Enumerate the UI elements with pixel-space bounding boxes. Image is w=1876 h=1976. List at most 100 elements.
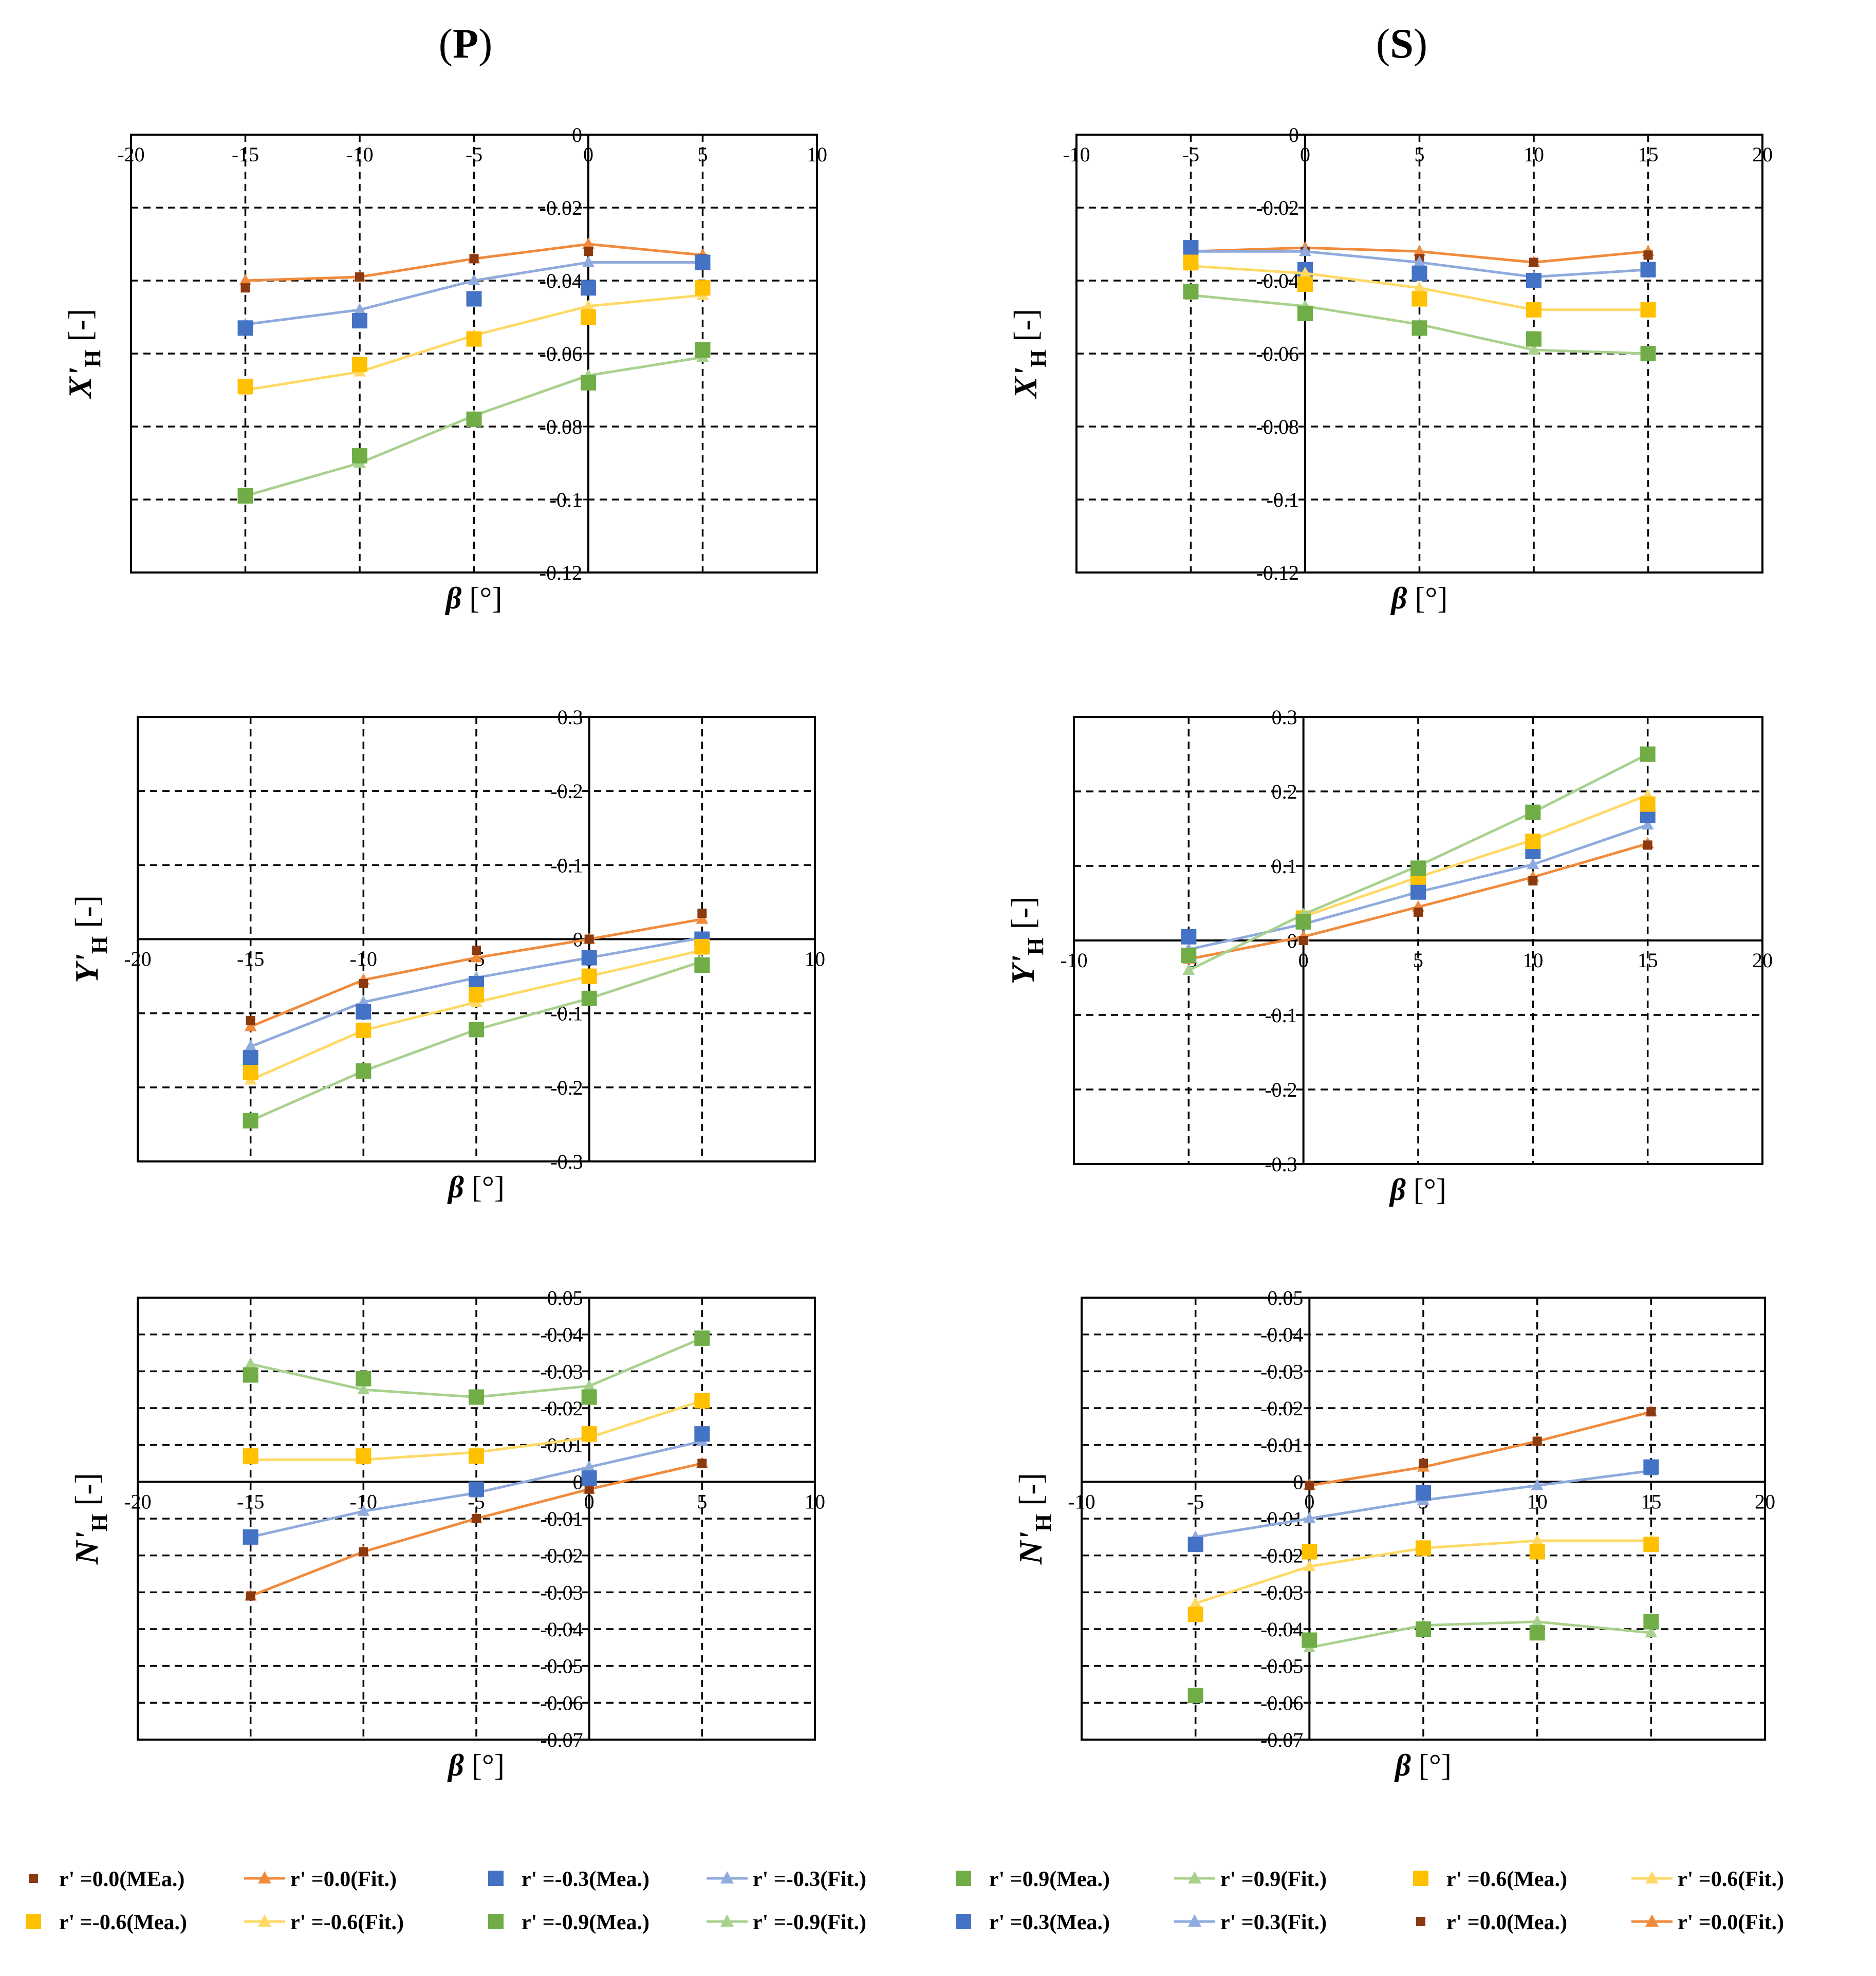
- measured-point: [1183, 254, 1199, 270]
- y-tick-label: -0.2: [1265, 1078, 1297, 1101]
- x-axis-label: β [°]: [1394, 1748, 1452, 1782]
- measured-point: [1187, 1537, 1203, 1553]
- measured-point: [1532, 1436, 1542, 1446]
- y-tick-label: 0.3: [558, 706, 583, 729]
- measured-point: [694, 957, 710, 973]
- y-tick-label: -0.07: [540, 1728, 583, 1751]
- y-tick-label: -0.1: [550, 488, 582, 511]
- fit-marker: [1299, 266, 1311, 278]
- fit-marker: [582, 255, 595, 267]
- y-tick-label: -0.02: [540, 1397, 583, 1420]
- measured-point: [1529, 1544, 1545, 1560]
- y-tick-label: 0: [573, 928, 583, 951]
- x-tick-label: -10: [1063, 143, 1090, 166]
- measured-point: [356, 1004, 372, 1020]
- legend-item: r' =-0.6(Fit.): [244, 1911, 404, 1934]
- fit-marker: [583, 1460, 596, 1472]
- measured-point: [472, 1514, 481, 1523]
- y-tick-label: -0.08: [1256, 415, 1299, 438]
- series--0.3: [243, 1426, 710, 1545]
- measured-point: [1643, 1459, 1659, 1475]
- legend-triangle-icon: [1188, 1914, 1201, 1927]
- legend-label: r' =-0.6(Mea.): [59, 1911, 187, 1934]
- series-0.9: [1187, 1614, 1659, 1703]
- legend-item: r' =-0.3(Fit.): [707, 1868, 866, 1891]
- measured-point: [1640, 746, 1656, 762]
- series-0.9: [1183, 284, 1656, 361]
- measured-point: [1529, 1625, 1545, 1641]
- x-tick-label: 5: [698, 143, 708, 166]
- measured-point: [584, 247, 593, 256]
- fit-marker: [244, 1357, 257, 1369]
- legend: r' =0.0(MEa.) r' =0.0(Fit.) r' =-0.3(Mea.)…: [26, 1868, 1784, 1934]
- x-tick-label: 15: [1641, 1490, 1661, 1513]
- y-tick-label: -0.08: [540, 415, 582, 438]
- measured-point: [584, 934, 594, 944]
- measured-point: [1410, 884, 1426, 900]
- measured-point: [1640, 302, 1656, 318]
- y-tick-label: -0.01: [1260, 1507, 1303, 1530]
- measured-point: [581, 968, 597, 984]
- series-0.6: [1183, 254, 1656, 318]
- y-tick-label: 0.05: [547, 1286, 583, 1309]
- y-tick-label: -0.04: [1260, 1618, 1303, 1641]
- y-axis-label: X'H [-]: [1007, 309, 1051, 400]
- measured-point: [246, 1591, 255, 1601]
- fit-marker: [354, 303, 366, 315]
- legend-label: r' =-0.9(Fit.): [753, 1911, 866, 1934]
- measured-point: [359, 979, 368, 988]
- measured-point: [1187, 1688, 1203, 1703]
- y-tick-label: -0.06: [1256, 342, 1299, 365]
- x-tick-label: 5: [697, 1490, 707, 1513]
- measured-point: [694, 1393, 710, 1409]
- measured-point: [237, 378, 253, 394]
- legend-label: r' =0.0(MEa.): [59, 1868, 184, 1891]
- chart-s-n: 0.05-0.04-0.03-0.02-0.010-0.01-0.02-0.03…: [1012, 1286, 1775, 1782]
- y-tick-label: -0.04: [1260, 1323, 1303, 1346]
- x-tick-label: -20: [124, 1490, 151, 1513]
- x-axis-label: β [°]: [447, 1170, 505, 1204]
- x-tick-label: 0: [1298, 949, 1309, 972]
- measured-point: [1643, 840, 1652, 850]
- fit-marker: [1645, 1626, 1658, 1638]
- series--0.6: [243, 1393, 710, 1465]
- legend-item: r' =0.0(MEa.): [29, 1868, 184, 1891]
- measured-point: [356, 1448, 372, 1464]
- fit-marker: [1528, 343, 1540, 355]
- measured-point: [359, 1547, 368, 1557]
- measured-point: [694, 938, 710, 954]
- fit-marker: [1413, 255, 1426, 267]
- measured-point: [581, 1470, 597, 1486]
- legend-item: r' =0.0(Fit.): [1631, 1911, 1784, 1934]
- series-0.0: [1182, 837, 1654, 964]
- legend-item: r' =-0.9(Fit.): [707, 1911, 866, 1934]
- series--0.9: [243, 1330, 710, 1405]
- legend-item: r' =0.6(Fit.): [1631, 1868, 1784, 1891]
- y-tick-label: -0.03: [1260, 1360, 1303, 1383]
- y-tick-label: -0.04: [540, 269, 582, 292]
- series--0.3: [237, 254, 711, 336]
- measured-point: [237, 320, 253, 336]
- measured-point: [243, 1113, 258, 1129]
- legend-square-icon: [29, 1874, 38, 1883]
- y-tick-label: -0.06: [540, 1691, 583, 1714]
- y-axis-label: Y'H [-]: [1005, 896, 1048, 984]
- fit-marker: [244, 1040, 257, 1051]
- measured-point: [466, 331, 482, 347]
- x-tick-label: -15: [237, 948, 264, 971]
- fit-marker: [244, 1020, 257, 1031]
- series-0.0: [1303, 1405, 1658, 1490]
- series-0.3: [1187, 1459, 1659, 1553]
- legend-item: r' =0.3(Fit.): [1174, 1911, 1327, 1934]
- legend-label: r' =0.6(Mea.): [1446, 1868, 1567, 1891]
- measured-point: [1302, 1544, 1317, 1560]
- x-tick-label: 0: [583, 143, 593, 166]
- x-tick-label: -10: [350, 948, 377, 971]
- y-tick-label: -0.12: [1256, 561, 1299, 584]
- measured-point: [472, 946, 481, 955]
- y-tick-label: -0.07: [1260, 1728, 1303, 1751]
- measured-point: [1528, 876, 1538, 885]
- measured-point: [243, 1448, 258, 1464]
- legend-label: r' =0.9(Mea.): [989, 1868, 1110, 1891]
- measured-point: [469, 254, 479, 264]
